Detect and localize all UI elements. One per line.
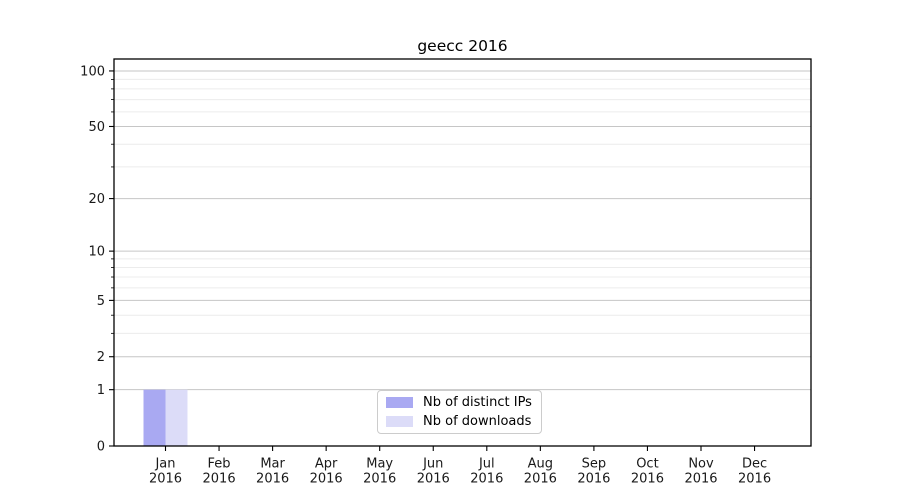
- x-tick-label-year: 2016: [417, 472, 450, 487]
- x-tick-label-month: Apr: [315, 457, 338, 472]
- x-tick-label-year: 2016: [577, 472, 610, 487]
- x-tick-label-month: Jun: [422, 457, 443, 472]
- legend-item-downloads: Nb of downloads: [386, 414, 533, 429]
- legend-label-downloads: Nb of downloads: [423, 414, 532, 429]
- x-tick-label-month: May: [366, 457, 393, 472]
- x-tick-label-month: Nov: [688, 457, 714, 472]
- y-tick-label: 2: [97, 350, 105, 365]
- y-tick-label: 10: [88, 245, 105, 260]
- x-tick-label-year: 2016: [524, 472, 557, 487]
- y-tick-label: 100: [80, 64, 105, 79]
- legend-swatch-downloads: [386, 416, 413, 427]
- plot-border: [113, 58, 812, 447]
- x-tick-label-year: 2016: [684, 472, 717, 487]
- legend: Nb of distinct IPs Nb of downloads: [377, 390, 542, 434]
- x-tick-label-month: Sep: [582, 457, 607, 472]
- legend-label-distinct-ips: Nb of distinct IPs: [423, 395, 532, 410]
- x-tick-label-year: 2016: [738, 472, 771, 487]
- x-tick-label-year: 2016: [149, 472, 182, 487]
- x-tick-label-month: Mar: [260, 457, 285, 472]
- x-tick-label-year: 2016: [310, 472, 343, 487]
- y-tick-label: 5: [97, 294, 105, 309]
- x-tick-label-month: Feb: [208, 457, 231, 472]
- x-tick-label-month: Oct: [636, 457, 658, 472]
- bar-nb-of-distinct-ips: [143, 389, 166, 446]
- y-tick-label: 20: [88, 192, 105, 207]
- x-tick-label-month: Dec: [742, 457, 767, 472]
- x-tick-label-year: 2016: [631, 472, 664, 487]
- x-tick-label-year: 2016: [470, 472, 503, 487]
- y-tick-label: 1: [97, 383, 105, 398]
- legend-item-distinct-ips: Nb of distinct IPs: [386, 395, 533, 410]
- chart-title: geecc 2016: [417, 37, 508, 55]
- x-tick-label-year: 2016: [203, 472, 236, 487]
- x-tick-label-month: Aug: [528, 457, 553, 472]
- x-tick-label-month: Jan: [154, 457, 175, 472]
- y-tick-label: 50: [88, 120, 105, 135]
- x-tick-label-month: Jul: [478, 457, 495, 472]
- legend-swatch-distinct-ips: [386, 397, 413, 408]
- y-tick-label: 0: [97, 440, 105, 455]
- x-tick-label-year: 2016: [256, 472, 289, 487]
- x-tick-label-year: 2016: [363, 472, 396, 487]
- bar-nb-of-downloads: [165, 389, 188, 446]
